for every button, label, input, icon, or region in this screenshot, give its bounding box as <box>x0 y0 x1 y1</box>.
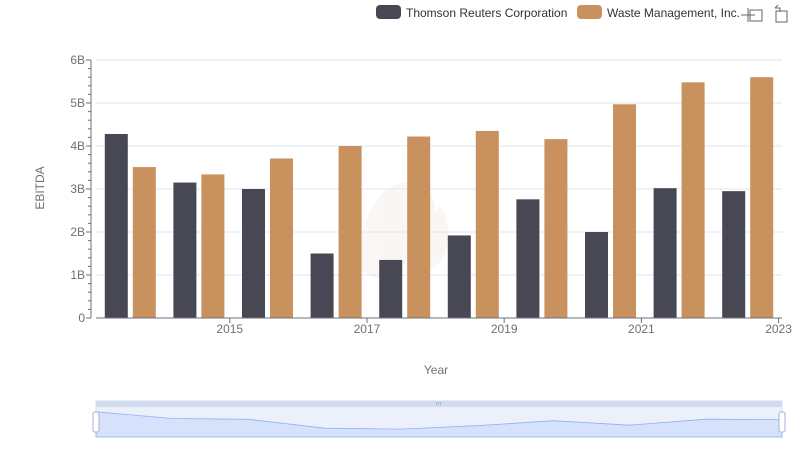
bar-thomson-reuters-corporation-2020 <box>516 199 540 318</box>
bar-waste-management-inc-2020 <box>544 139 568 318</box>
legend-label-waste-management: Waste Management, Inc. <box>607 6 740 20</box>
data-zoom-right-handle[interactable] <box>778 411 786 433</box>
bar-thomson-reuters-corporation-2019 <box>447 235 471 318</box>
bar-thomson-reuters-corporation-2021 <box>585 232 608 318</box>
y-tick-label: 5B <box>70 96 85 110</box>
y-axis-title: EBITDA <box>33 166 47 209</box>
y-axis: 0 1B 2B 3B 4B 5B 6B <box>70 53 92 325</box>
bar-waste-management-inc-2017 <box>338 146 362 318</box>
legend-label-thomson-reuters: Thomson Reuters Corporation <box>406 6 567 20</box>
legend-item-waste-management[interactable]: Waste Management, Inc. <box>577 5 740 20</box>
x-tick-label: 2021 <box>628 322 655 336</box>
data-zoom-left-handle[interactable] <box>92 411 100 433</box>
bar-thomson-reuters-corporation-2023 <box>722 191 746 318</box>
bar-thomson-reuters-corporation-2015 <box>173 182 197 318</box>
x-axis-title: Year <box>424 363 448 377</box>
y-tick-label: 4B <box>70 139 85 153</box>
bar-waste-management-inc-2019 <box>475 130 499 318</box>
bar-waste-management-inc-2018 <box>407 136 431 318</box>
y-tick-label: 3B <box>70 182 85 196</box>
y-tick-label: 0 <box>78 311 85 325</box>
x-tick-label: 2015 <box>216 322 243 336</box>
bar-thomson-reuters-corporation-2018 <box>379 259 403 318</box>
x-axis: 2015 2017 2019 2021 2023 <box>96 317 792 336</box>
bar-thomson-reuters-corporation-2022 <box>653 188 677 318</box>
legend-swatch-thomson-reuters <box>376 5 401 19</box>
x-tick-label: 2019 <box>491 322 518 336</box>
bar-thomson-reuters-corporation-2014 <box>104 133 128 318</box>
watermark-logo <box>358 181 449 279</box>
bar-series <box>104 77 774 318</box>
data-zoom-preview-area <box>95 411 783 438</box>
x-tick-label: 2017 <box>354 322 381 336</box>
zoom-select-icon[interactable] <box>741 8 763 22</box>
bar-thomson-reuters-corporation-2017 <box>310 253 334 318</box>
bar-waste-management-inc-2021 <box>613 104 636 318</box>
data-zoom-drag-grip[interactable] <box>436 402 441 405</box>
data-zoom-slider[interactable] <box>92 400 786 438</box>
legend-swatch-waste-management <box>577 5 602 19</box>
bar-waste-management-inc-2015 <box>201 174 225 318</box>
y-tick-label: 1B <box>70 268 85 282</box>
bar-waste-management-inc-2023 <box>750 77 774 318</box>
y-tick-label: 6B <box>70 53 85 67</box>
bar-waste-management-inc-2014 <box>132 167 156 318</box>
restore-icon[interactable] <box>774 4 788 23</box>
legend-item-thomson-reuters[interactable]: Thomson Reuters Corporation <box>376 5 567 20</box>
legend: Thomson Reuters Corporation Waste Manage… <box>376 5 740 20</box>
y-tick-label: 2B <box>70 225 85 239</box>
x-tick-label: 2023 <box>765 322 792 336</box>
bar-thomson-reuters-corporation-2016 <box>242 189 265 318</box>
bar-waste-management-inc-2016 <box>270 158 293 318</box>
bar-waste-management-inc-2022 <box>681 82 705 318</box>
